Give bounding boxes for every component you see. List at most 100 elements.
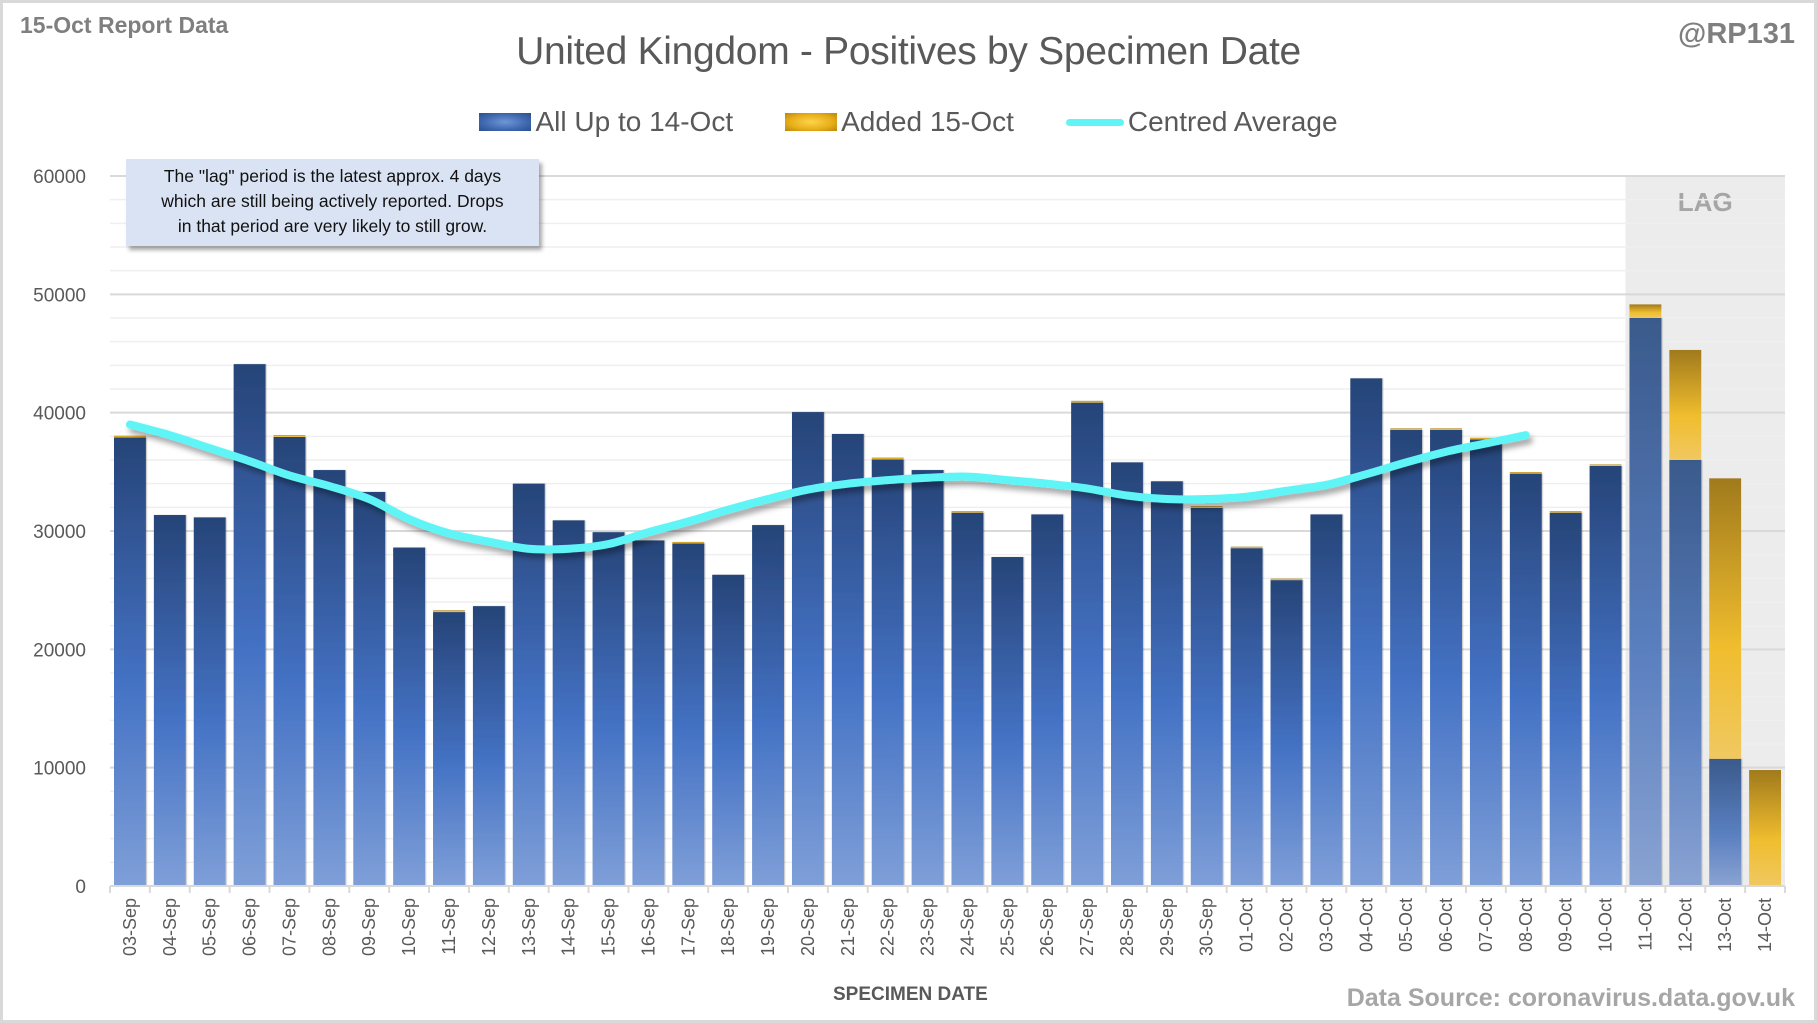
bar-base-09-Sep [353,491,386,886]
bar-base-16-Sep [632,540,665,886]
x-tick-label: 29-Sep [1157,898,1177,956]
x-tick-label: 06-Sep [240,898,260,956]
legend-item-base[interactable]: All Up to 14-Oct [479,106,733,138]
bar-added-17-Sep [672,541,705,544]
x-tick-label: 15-Sep [599,898,619,956]
legend-label-base: All Up to 14-Oct [535,106,734,137]
bar-base-06-Sep [233,364,266,886]
legend-swatch-added [785,113,838,131]
x-tick-label: 08-Sep [319,898,339,956]
y-tick-label: 10000 [33,759,86,780]
bar-base-11-Sep [433,612,465,886]
bar-base-18-Sep [712,574,745,886]
x-tick-label: 01-Oct [1237,898,1257,952]
y-tick-label: 0 [75,877,86,898]
bar-base-08-Sep [313,470,346,886]
bar-base-04-Sep [153,515,186,886]
legend-swatch-base [479,113,532,131]
legend-label-average: Centred Average [1127,106,1338,137]
x-tick-label: 10-Sep [399,898,419,956]
bar-base-20-Sep [791,412,824,886]
x-tick-label: 30-Sep [1197,898,1217,956]
x-tick-label: 07-Sep [279,898,299,956]
x-tick-label: 23-Sep [918,898,938,956]
bar-base-23-Sep [911,470,944,886]
bar-base-19-Sep [752,525,784,886]
x-tick-label: 08-Oct [1516,898,1536,952]
bar-base-17-Sep [672,543,705,886]
x-tick-label: 12-Sep [479,898,499,956]
x-tick-label: 27-Sep [1077,898,1097,956]
bar-base-12-Oct [1669,460,1702,886]
x-tick-label: 24-Sep [957,898,977,956]
bar-base-13-Oct [1709,758,1742,886]
bar-added-01-Oct [1230,546,1263,549]
x-tick-label: 05-Oct [1396,898,1416,952]
bar-base-30-Sep [1190,507,1223,886]
x-tick-label: 13-Oct [1715,898,1735,952]
legend-item-average[interactable]: Centred Average [1065,106,1338,138]
bar-added-27-Sep [1071,400,1104,403]
bar-added-07-Oct [1469,437,1502,440]
bar-added-14-Oct [1749,770,1782,886]
bar-added-11-Sep [433,610,465,613]
y-tick-label: 20000 [33,640,86,661]
bar-base-11-Oct [1629,318,1662,886]
x-tick-label: 09-Oct [1556,898,1576,952]
bar-base-10-Sep [393,547,426,886]
x-tick-label: 13-Sep [519,898,539,956]
bar-base-14-Sep [552,520,585,886]
bar-base-22-Sep [871,459,904,886]
bar-base-09-Oct [1549,512,1582,886]
x-tick-label: 09-Sep [359,898,379,956]
x-tick-label: 14-Sep [559,898,579,956]
x-tick-label: 10-Oct [1596,898,1616,952]
x-tick-label: 07-Oct [1476,898,1496,952]
x-tick-label: 20-Sep [798,898,818,956]
bar-added-06-Oct [1430,428,1462,430]
x-axis-title: SPECIMEN DATE [833,984,988,1005]
bar-base-28-Sep [1111,462,1143,886]
x-tick-label: 04-Oct [1356,898,1376,952]
x-tick-label: 11-Sep [439,898,459,955]
x-tick-label: 04-Sep [160,898,180,956]
legend-label-added: Added 15-Oct [841,106,1014,137]
data-source-label: Data Source: coronavirus.data.gov.uk [1346,984,1795,1012]
bar-base-04-Oct [1350,378,1383,886]
bar-added-09-Oct [1549,511,1582,513]
bar-base-24-Sep [951,512,984,886]
bar-added-02-Oct [1270,578,1303,581]
x-tick-label: 19-Sep [758,898,778,956]
bar-base-03-Oct [1310,514,1343,886]
bar-added-24-Sep [951,511,984,513]
x-tick-label: 05-Sep [200,898,220,956]
bar-added-22-Sep [871,457,904,460]
bar-base-21-Sep [831,433,864,886]
chart-title: United Kingdom - Positives by Specimen D… [516,30,1301,73]
x-tick-label: 14-Oct [1755,898,1775,952]
x-tick-label: 22-Sep [878,898,898,956]
bar-base-07-Oct [1469,439,1502,886]
x-tick-label: 02-Oct [1276,898,1296,952]
bar-base-08-Oct [1509,473,1542,886]
bar-base-29-Sep [1150,481,1183,886]
x-tick-label: 12-Oct [1675,898,1695,952]
x-tick-label: 21-Sep [838,898,858,956]
y-tick-label: 60000 [33,167,86,188]
legend-swatch-average [1065,118,1124,126]
bar-added-10-Oct [1589,464,1622,466]
x-tick-label: 03-Oct [1316,898,1336,952]
y-tick-label: 50000 [33,285,86,306]
lag-annotation-box: The "lag" period is the latest approx. 4… [126,159,539,246]
bar-added-12-Oct [1669,349,1702,460]
y-tick-label: 40000 [33,404,86,425]
bar-added-13-Oct [1709,478,1742,759]
x-tick-label: 03-Sep [120,898,140,956]
legend: All Up to 14-Oct Added 15-Oct Centred Av… [0,106,1817,138]
bar-added-08-Oct [1509,472,1542,474]
bar-base-10-Oct [1589,465,1622,886]
bar-base-07-Sep [273,436,306,886]
legend-item-added[interactable]: Added 15-Oct [785,106,1014,138]
bar-base-25-Sep [991,557,1024,886]
